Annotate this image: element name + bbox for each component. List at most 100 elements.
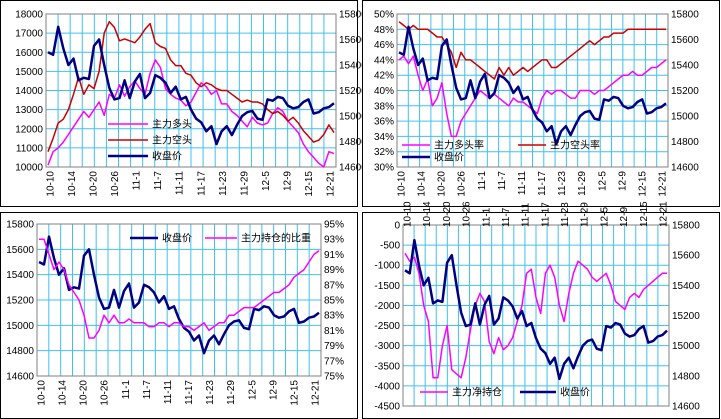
y-left-tick-label: -3000 — [374, 341, 400, 352]
y-left-tick-label: 48% — [374, 25, 394, 36]
y-left-tick-label: 46% — [374, 40, 394, 51]
y-right-tick-label: 15000 — [672, 341, 700, 352]
x-tick-label: 11-11 — [163, 380, 174, 405]
x-tick-label: 10-14 — [417, 171, 428, 197]
x-tick-label: 11-23 — [557, 171, 568, 196]
x-tick-label: 11-1 — [477, 171, 488, 191]
y-left-tick-label: -1000 — [374, 261, 400, 272]
series-line — [404, 252, 667, 379]
legend-label: 主力多头率 — [434, 139, 484, 152]
series-line — [47, 25, 335, 146]
y-right-tick-label: 87% — [324, 280, 344, 291]
plot-border — [396, 13, 669, 168]
x-tick-label: 11-7 — [501, 207, 512, 227]
legend-label: 主力空头率 — [550, 139, 600, 152]
y-right-tick-label: 15400 — [339, 61, 367, 72]
y-right-tick-label: 14600 — [672, 402, 700, 413]
x-tick-label: 11-11 — [521, 202, 532, 227]
y-right-tick-label: 15200 — [339, 86, 367, 97]
x-tick-label: 11-17 — [540, 202, 551, 227]
x-tick-label: 12-15 — [637, 171, 648, 197]
y-left-tick-label: 15200 — [6, 296, 34, 307]
y-right-tick-label: 15000 — [339, 112, 367, 123]
x-tick-label: 11-29 — [580, 202, 591, 227]
x-tick-label: 12-9 — [282, 171, 293, 191]
y-right-tick-label: 14800 — [339, 137, 367, 148]
x-tick-label: 11-29 — [226, 380, 237, 405]
y-right-tick-label: 15800 — [672, 221, 700, 232]
y-right-tick-label: 83% — [324, 311, 344, 322]
y-left-tick-label: 13000 — [15, 105, 43, 116]
y-left-tick-label: -500 — [380, 241, 400, 252]
y-left-tick-label: 30% — [374, 163, 394, 174]
x-tick-label: 10-10 — [397, 171, 408, 197]
y-left-tick-label: 34% — [374, 132, 394, 143]
y-right-tick-label: 85% — [324, 296, 344, 307]
y-left-tick-label: 12000 — [15, 124, 43, 135]
legend-label: 收盘价 — [152, 150, 182, 163]
y-left-tick-label: 15600 — [6, 245, 34, 256]
y-right-tick-label: 15800 — [671, 10, 699, 21]
x-tick-label: 11-17 — [196, 171, 207, 196]
y-right-tick-label: 14800 — [672, 371, 700, 382]
legend-label: 主力净持仓 — [452, 386, 502, 399]
x-tick-label: 11-17 — [537, 171, 548, 196]
series-line — [404, 238, 668, 381]
x-tick-label: 12-5 — [261, 171, 272, 191]
x-tick-label: 11-7 — [142, 380, 153, 400]
y-right-tick-label: 15200 — [672, 311, 700, 322]
y-left-tick-label: 11000 — [16, 143, 44, 154]
x-tick-label: 11-1 — [132, 171, 143, 191]
y-left-tick-label: -1500 — [374, 281, 400, 292]
x-tick-label: 10-26 — [100, 380, 111, 406]
y-right-tick-label: 93% — [324, 235, 344, 246]
x-tick-label: 11-29 — [577, 171, 588, 196]
series-line — [398, 21, 666, 80]
legend-label: 收盘价 — [162, 232, 192, 245]
y-right-tick-label: 77% — [324, 356, 344, 367]
y-left-tick-label: 15400 — [6, 270, 34, 281]
y-left-tick-label: 15000 — [6, 321, 34, 332]
y-right-tick-label: 95% — [324, 220, 344, 231]
series-line — [39, 238, 320, 339]
y-left-tick-label: 42% — [374, 71, 394, 82]
chart-panel-position-share: 15800 15600 15400 15200 15000 14800 14600 95% 93… — [0, 212, 358, 419]
x-tick-label: 12-15 — [289, 380, 300, 406]
x-tick-label: 11-1 — [481, 207, 492, 227]
plot-border — [402, 224, 670, 407]
y-left-tick-label: 50% — [374, 10, 394, 21]
y-right-tick-label: 15600 — [671, 35, 699, 46]
y-left-tick-label: 14800 — [6, 346, 34, 357]
x-tick-label: 10-10 — [46, 171, 57, 197]
y-left-tick-label: 15800 — [6, 220, 34, 231]
x-tick-label: 11-7 — [497, 171, 508, 191]
x-tick-label: 11-7 — [153, 171, 164, 191]
y-left-tick-label: 15000 — [15, 67, 43, 78]
x-tick-label: 10-20 — [442, 201, 453, 227]
x-tick-label: 12-21 — [326, 171, 337, 197]
y-left-tick-label: 10000 — [15, 163, 43, 174]
x-tick-label: 11-17 — [184, 380, 195, 405]
x-tick-label: 10-20 — [437, 171, 448, 197]
x-tick-label: 10-10 — [37, 380, 48, 406]
y-right-tick-label: 89% — [324, 265, 344, 276]
series-line — [398, 25, 667, 146]
chart-panel-long-short: 18000 17000 16000 15000 14000 13000 12000 11000… — [0, 0, 367, 207]
y-right-tick-label: 15400 — [672, 281, 700, 292]
x-tick-label: 12-9 — [619, 207, 630, 227]
y-right-tick-label: 15200 — [671, 86, 699, 97]
y-left-tick-label: 18000 — [15, 10, 43, 21]
legend-label: 主力空头 — [152, 134, 192, 147]
y-right-tick-label: 15000 — [671, 112, 699, 123]
x-tick-label: 12-21 — [659, 201, 670, 227]
x-tick-label: 12-5 — [597, 171, 608, 191]
y-left-tick-label: 36% — [374, 117, 394, 128]
y-left-tick-label: 0 — [394, 221, 400, 232]
legend-label: 主力持仓的比重 — [241, 232, 311, 245]
y-left-tick-label: 40% — [374, 86, 394, 97]
x-tick-label: 12-5 — [599, 207, 610, 227]
y-right-tick-label: 15800 — [339, 10, 367, 21]
chart-panel-net-position: 0 -500 -1000 -1500 -2000 -2500 -3000 -3500 -4000… — [362, 201, 720, 419]
x-tick-label: 10-10 — [403, 201, 414, 227]
